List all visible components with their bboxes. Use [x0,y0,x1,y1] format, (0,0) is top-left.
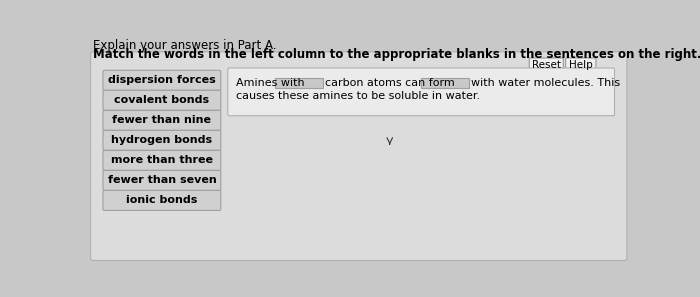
Text: with water molecules. This: with water molecules. This [471,78,620,88]
Text: fewer than seven: fewer than seven [108,176,216,185]
Text: Reset: Reset [532,59,561,69]
Text: Match the words in the left column to the appropriate blanks in the sentences on: Match the words in the left column to th… [93,48,700,61]
FancyBboxPatch shape [103,170,220,190]
FancyBboxPatch shape [103,130,220,150]
Text: Explain your answers in Part A.: Explain your answers in Part A. [93,40,276,53]
Text: covalent bonds: covalent bonds [114,95,209,105]
Text: more than three: more than three [111,155,213,165]
Text: hydrogen bonds: hydrogen bonds [111,135,213,145]
FancyBboxPatch shape [275,78,323,88]
FancyBboxPatch shape [103,190,220,211]
FancyBboxPatch shape [566,58,596,71]
Text: causes these amines to be soluble in water.: causes these amines to be soluble in wat… [235,91,480,102]
FancyBboxPatch shape [103,150,220,170]
FancyBboxPatch shape [529,58,564,71]
FancyBboxPatch shape [103,90,220,110]
Text: dispersion forces: dispersion forces [108,75,216,85]
FancyBboxPatch shape [421,78,469,88]
Text: Help: Help [569,59,593,69]
FancyBboxPatch shape [103,70,220,90]
FancyBboxPatch shape [103,110,220,130]
Text: Amines with: Amines with [235,78,304,88]
Text: ionic bonds: ionic bonds [126,195,197,206]
FancyBboxPatch shape [90,52,627,260]
Text: fewer than nine: fewer than nine [113,115,211,125]
FancyBboxPatch shape [228,68,615,116]
Text: carbon atoms can form: carbon atoms can form [326,78,455,88]
